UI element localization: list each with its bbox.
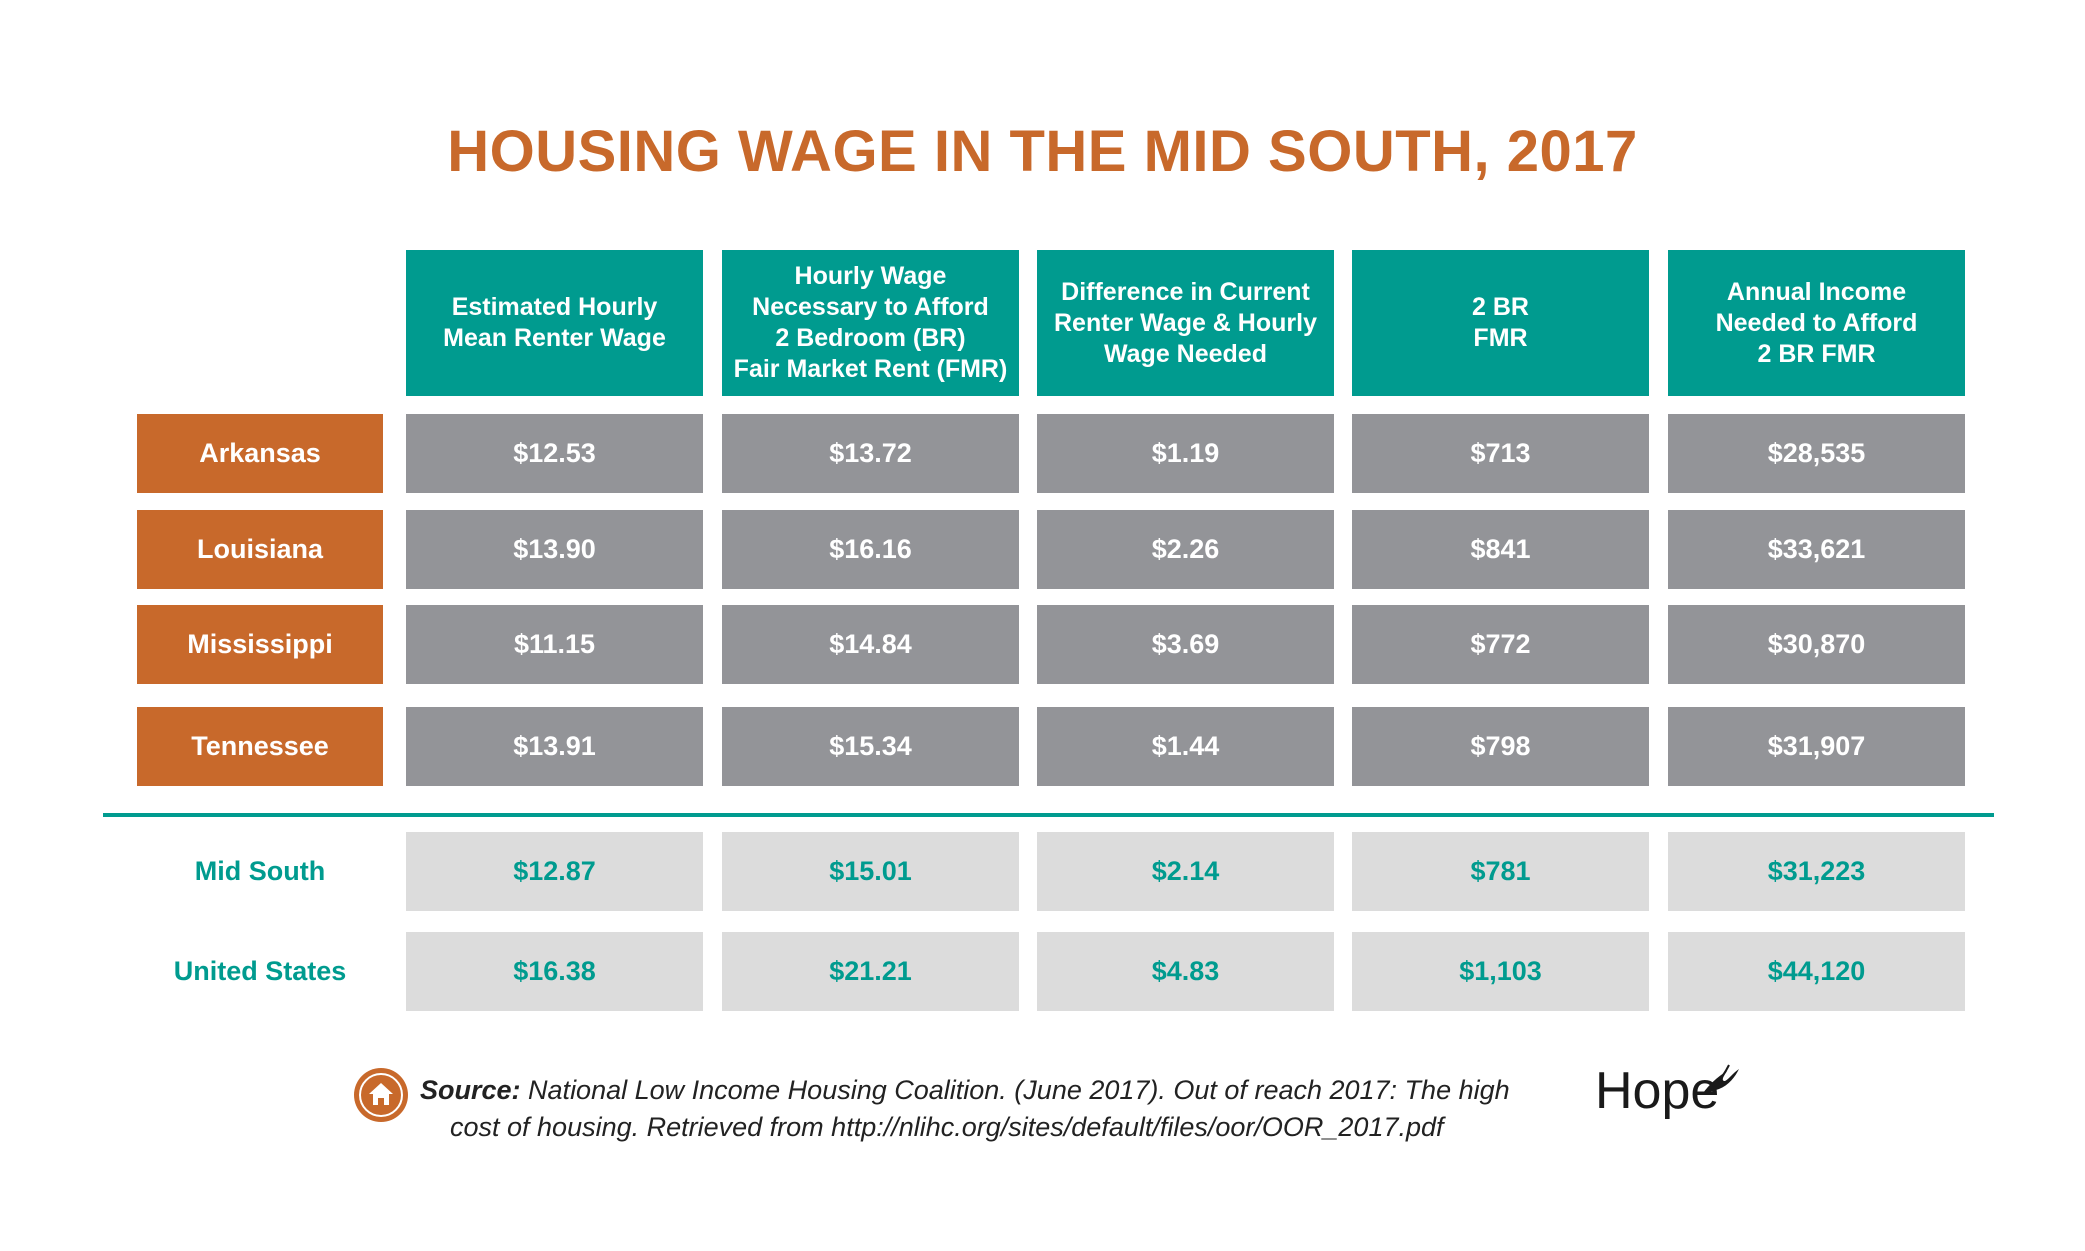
summary-cell-united-states-col4: $1,103 <box>1352 932 1649 1011</box>
chart-title: HOUSING WAGE IN THE MID SOUTH, 2017 <box>447 119 1638 184</box>
table-cell-tennessee-col2: $15.34 <box>722 707 1019 786</box>
column-header-3: Difference in Current Renter Wage & Hourl… <box>1037 250 1334 396</box>
source-label: Source: <box>420 1075 521 1105</box>
column-header-line: FMR <box>1473 324 1528 352</box>
table-cell-tennessee-col4: $798 <box>1352 707 1649 786</box>
table-cell-arkansas-col2: $13.72 <box>722 414 1019 493</box>
column-header-line: Hourly Wage <box>794 262 947 290</box>
table-cell-louisiana-col1: $13.90 <box>406 510 703 589</box>
column-header-line: Annual Income <box>1726 277 1907 306</box>
column-header-1: Estimated Hourly Mean Renter Wage <box>406 250 703 396</box>
house-icon <box>354 1068 408 1122</box>
row-label-tennessee: Tennessee <box>137 707 383 786</box>
table-cell-mississippi-col1: $11.15 <box>406 605 703 684</box>
summary-label-united-states: United States <box>173 956 347 986</box>
column-header-line: Wage Needed <box>1103 339 1267 368</box>
summary-cell-mid-south-col4: $781 <box>1352 832 1649 911</box>
summary-cell-united-states-col2: $21.21 <box>722 932 1019 1011</box>
table-cell-arkansas-col4: $713 <box>1352 414 1649 493</box>
summary-cell-united-states-col1: $16.38 <box>406 932 703 1011</box>
column-header-line: Needed to Afford <box>1715 308 1918 337</box>
table-cell-arkansas-col5: $28,535 <box>1668 414 1965 493</box>
column-header-line: Necessary to Afford <box>752 293 989 321</box>
row-label-mississippi: Mississippi <box>137 605 383 684</box>
table-cell-louisiana-col3: $2.26 <box>1037 510 1334 589</box>
row-label-arkansas: Arkansas <box>137 414 383 493</box>
column-header-line: 2 BR <box>1472 293 1529 321</box>
row-label-louisiana: Louisiana <box>137 510 383 589</box>
table-cell-tennessee-col5: $31,907 <box>1668 707 1965 786</box>
source-line-1: National Low Income Housing Coalition. (… <box>528 1075 1510 1105</box>
column-header-line: 2 BR FMR <box>1757 339 1876 368</box>
column-header-line: Estimated Hourly <box>451 293 658 321</box>
table-cell-mississippi-col2: $14.84 <box>722 605 1019 684</box>
table-cell-louisiana-col4: $841 <box>1352 510 1649 589</box>
summary-cell-united-states-col5: $44,120 <box>1668 932 1965 1011</box>
summary-label-mid-south: Mid South <box>194 856 326 886</box>
summary-divider <box>103 813 1994 817</box>
source-line-2: cost of housing. Retrieved from http://n… <box>450 1112 1444 1142</box>
summary-cell-mid-south-col5: $31,223 <box>1668 832 1965 911</box>
column-header-2: Hourly Wage Necessary to Afford 2 Bedroom … <box>722 250 1019 396</box>
table-cell-mississippi-col3: $3.69 <box>1037 605 1334 684</box>
summary-cell-mid-south-col1: $12.87 <box>406 832 703 911</box>
summary-cell-united-states-col3: $4.83 <box>1037 932 1334 1011</box>
column-header-line: Mean Renter Wage <box>443 324 666 352</box>
table-cell-tennessee-col3: $1.44 <box>1037 707 1334 786</box>
summary-cell-mid-south-col3: $2.14 <box>1037 832 1334 911</box>
column-header-line: Difference in Current <box>1061 277 1310 306</box>
hope-logo: Hope <box>1595 1055 1745 1125</box>
table-cell-mississippi-col4: $772 <box>1352 605 1649 684</box>
table-cell-arkansas-col1: $12.53 <box>406 414 703 493</box>
logo-text: Hope <box>1595 1062 1720 1120</box>
table-cell-mississippi-col5: $30,870 <box>1668 605 1965 684</box>
column-header-4: 2 BR FMR <box>1352 250 1649 396</box>
table-cell-tennessee-col1: $13.91 <box>406 707 703 786</box>
table-cell-louisiana-col2: $16.16 <box>722 510 1019 589</box>
column-header-line: 2 Bedroom (BR) <box>775 324 966 352</box>
table-cell-louisiana-col5: $33,621 <box>1668 510 1965 589</box>
column-header-line: Fair Market Rent (FMR) <box>733 355 1008 383</box>
table-cell-arkansas-col3: $1.19 <box>1037 414 1334 493</box>
summary-cell-mid-south-col2: $15.01 <box>722 832 1019 911</box>
column-header-line: Renter Wage & Hourly <box>1053 308 1317 337</box>
column-header-5: Annual Income Needed to Afford 2 BR FMR <box>1668 250 1965 396</box>
source-note: Source: National Low Income Housing Coal… <box>420 1072 1600 1146</box>
